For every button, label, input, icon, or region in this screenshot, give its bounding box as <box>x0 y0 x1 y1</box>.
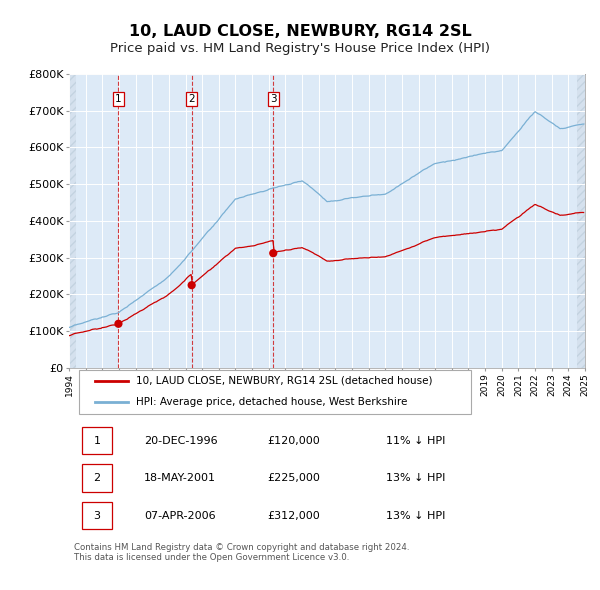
FancyBboxPatch shape <box>82 427 112 454</box>
FancyBboxPatch shape <box>79 370 472 414</box>
Text: £120,000: £120,000 <box>268 435 320 445</box>
Text: 20-DEC-1996: 20-DEC-1996 <box>144 435 217 445</box>
Text: 11% ↓ HPI: 11% ↓ HPI <box>386 435 446 445</box>
Text: 1: 1 <box>115 94 122 104</box>
Text: 18-MAY-2001: 18-MAY-2001 <box>144 473 216 483</box>
Point <box>113 319 123 329</box>
FancyBboxPatch shape <box>82 502 112 529</box>
Text: £312,000: £312,000 <box>268 511 320 521</box>
Text: 10, LAUD CLOSE, NEWBURY, RG14 2SL: 10, LAUD CLOSE, NEWBURY, RG14 2SL <box>128 24 472 38</box>
FancyBboxPatch shape <box>82 464 112 492</box>
Text: HPI: Average price, detached house, West Berkshire: HPI: Average price, detached house, West… <box>136 397 407 407</box>
Text: 1: 1 <box>94 435 100 445</box>
Text: 2: 2 <box>188 94 195 104</box>
Text: 13% ↓ HPI: 13% ↓ HPI <box>386 473 446 483</box>
Text: £225,000: £225,000 <box>268 473 320 483</box>
Point <box>187 280 196 290</box>
Text: Contains HM Land Registry data © Crown copyright and database right 2024.
This d: Contains HM Land Registry data © Crown c… <box>74 543 410 562</box>
Text: 13% ↓ HPI: 13% ↓ HPI <box>386 511 446 521</box>
Text: 2: 2 <box>94 473 100 483</box>
Text: 3: 3 <box>270 94 277 104</box>
Point <box>268 248 278 258</box>
Text: 07-APR-2006: 07-APR-2006 <box>144 511 215 521</box>
Text: 10, LAUD CLOSE, NEWBURY, RG14 2SL (detached house): 10, LAUD CLOSE, NEWBURY, RG14 2SL (detac… <box>136 376 433 386</box>
Text: 3: 3 <box>94 511 100 521</box>
Text: Price paid vs. HM Land Registry's House Price Index (HPI): Price paid vs. HM Land Registry's House … <box>110 42 490 55</box>
